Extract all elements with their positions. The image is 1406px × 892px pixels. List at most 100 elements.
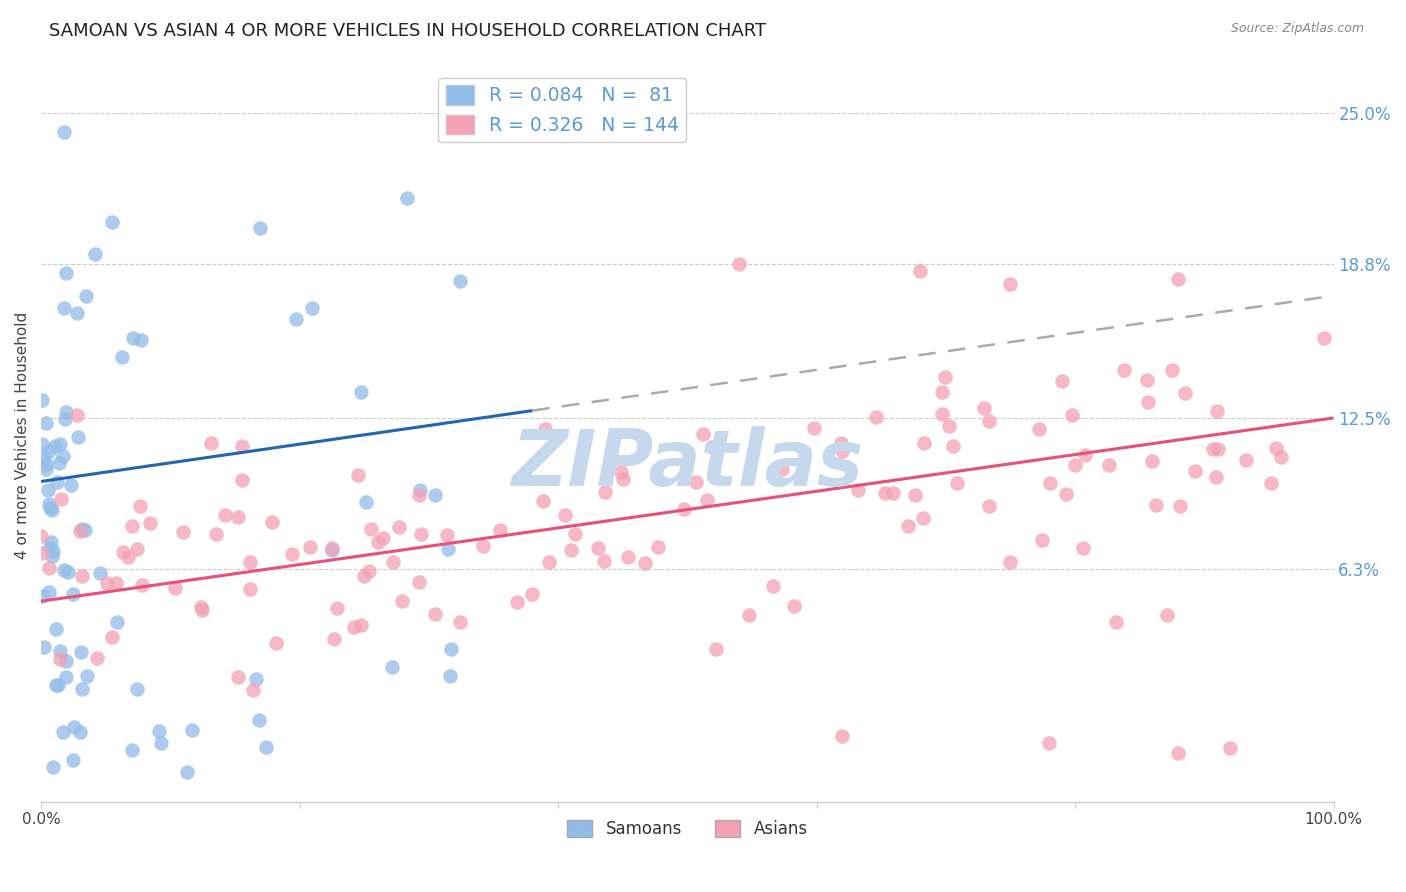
Point — [436, 528, 458, 542]
Point — [53, 125, 76, 139]
Point — [1234, 453, 1257, 467]
Point — [30, 529, 52, 543]
Text: SAMOAN VS ASIAN 4 OR MORE VEHICLES IN HOUSEHOLD CORRELATION CHART: SAMOAN VS ASIAN 4 OR MORE VEHICLES IN HO… — [49, 22, 766, 40]
Point — [41, 549, 63, 564]
Point — [1000, 277, 1022, 291]
Point — [931, 407, 953, 421]
Point — [979, 414, 1001, 428]
Point — [49, 644, 72, 658]
Point — [266, 636, 288, 650]
Point — [946, 475, 969, 490]
Point — [531, 494, 554, 508]
Point — [322, 632, 344, 646]
Point — [105, 615, 128, 629]
Point — [423, 607, 446, 621]
Point — [537, 556, 560, 570]
Point — [247, 713, 270, 727]
Point — [32, 450, 55, 464]
Point — [75, 289, 97, 303]
Point — [96, 576, 118, 591]
Point — [214, 508, 236, 522]
Point — [190, 600, 212, 615]
Point — [69, 725, 91, 739]
Point — [190, 603, 212, 617]
Point — [373, 531, 395, 545]
Point — [125, 682, 148, 697]
Point — [846, 483, 869, 497]
Point — [35, 416, 58, 430]
Point — [489, 524, 512, 538]
Point — [121, 330, 143, 344]
Point — [1168, 499, 1191, 513]
Point — [354, 495, 377, 509]
Point — [770, 462, 793, 476]
Point — [62, 753, 84, 767]
Point — [111, 545, 134, 559]
Point — [830, 436, 852, 450]
Point — [31, 546, 53, 560]
Point — [409, 526, 432, 541]
Point — [1054, 486, 1077, 500]
Point — [896, 519, 918, 533]
Point — [249, 221, 271, 235]
Point — [73, 524, 96, 538]
Point — [242, 682, 264, 697]
Y-axis label: 4 or more Vehicles in Household: 4 or more Vehicles in Household — [15, 311, 30, 558]
Point — [148, 724, 170, 739]
Point — [1038, 736, 1060, 750]
Text: ZIPatlas: ZIPatlas — [512, 426, 863, 502]
Point — [1112, 363, 1135, 377]
Point — [262, 515, 284, 529]
Point — [35, 457, 58, 471]
Point — [31, 393, 53, 408]
Point — [48, 437, 70, 451]
Point — [360, 522, 382, 536]
Point — [449, 274, 471, 288]
Point — [941, 439, 963, 453]
Point — [38, 560, 60, 574]
Point — [281, 548, 304, 562]
Point — [1202, 442, 1225, 456]
Point — [1144, 498, 1167, 512]
Point — [285, 311, 308, 326]
Point — [55, 405, 77, 419]
Point — [89, 566, 111, 580]
Point — [1062, 408, 1084, 422]
Point — [138, 516, 160, 530]
Point — [53, 301, 76, 315]
Point — [1312, 331, 1334, 345]
Point — [104, 575, 127, 590]
Point — [1167, 746, 1189, 760]
Point — [226, 670, 249, 684]
Point — [1031, 533, 1053, 547]
Point — [35, 462, 58, 476]
Point — [560, 542, 582, 557]
Point — [696, 493, 718, 508]
Point — [205, 527, 228, 541]
Point — [129, 334, 152, 348]
Point — [783, 599, 806, 613]
Point — [128, 500, 150, 514]
Point — [1208, 442, 1230, 457]
Point — [357, 564, 380, 578]
Point — [321, 543, 343, 558]
Point — [84, 247, 107, 261]
Point — [1064, 458, 1087, 472]
Point — [55, 670, 77, 684]
Point — [634, 556, 657, 570]
Point — [150, 736, 173, 750]
Point — [1074, 448, 1097, 462]
Point — [647, 540, 669, 554]
Point — [381, 659, 404, 673]
Point — [45, 678, 67, 692]
Point — [506, 595, 529, 609]
Point — [1136, 373, 1159, 387]
Point — [254, 740, 277, 755]
Legend: Samoans, Asians: Samoans, Asians — [561, 813, 814, 845]
Point — [564, 527, 586, 541]
Point — [803, 421, 825, 435]
Point — [31, 589, 53, 603]
Point — [66, 430, 89, 444]
Point — [1174, 386, 1197, 401]
Point — [391, 593, 413, 607]
